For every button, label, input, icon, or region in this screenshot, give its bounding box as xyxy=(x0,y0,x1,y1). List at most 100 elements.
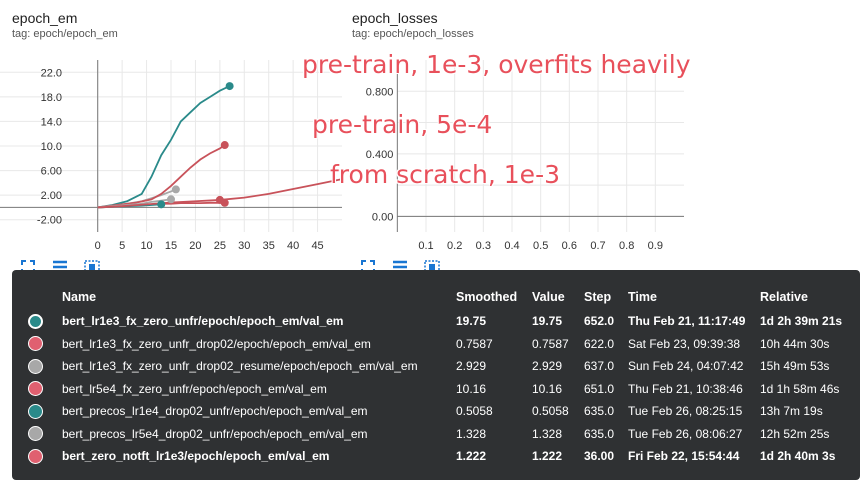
series-color-swatch xyxy=(28,358,43,374)
x-tick-label: 20 xyxy=(189,240,201,252)
cell-smoothed: 10.16 xyxy=(456,381,487,396)
data-point-marker xyxy=(215,195,224,204)
x-tick-label: 15 xyxy=(165,240,177,252)
annotation-pretrain-5e4: pre-train, 5e-4 xyxy=(312,110,493,139)
expand-icon[interactable] xyxy=(360,259,376,275)
table-row: bert_lr1e3_fx_zero_unfr_drop02/epoch/epo… xyxy=(22,333,848,356)
y-tick-label: 2.00 xyxy=(41,190,62,202)
cell-step: 637.0 xyxy=(584,359,615,374)
right-chart-title: epoch_losses xyxy=(352,10,438,26)
cell-smoothed: 1.222 xyxy=(456,449,487,464)
annotation-overfit: pre-train, 1e-3, overfits heavily xyxy=(302,50,691,79)
series-color-swatch xyxy=(28,403,43,419)
cell-time: Thu Feb 21, 10:38:46 xyxy=(628,381,743,396)
header-value: Value xyxy=(532,290,565,304)
series-color-swatch xyxy=(28,426,43,442)
series-color-swatch xyxy=(28,313,43,329)
series-swatch-cell xyxy=(22,400,56,423)
y-tick-label: 6.00 xyxy=(41,166,62,178)
cell-relative: 1d 2h 39m 21s xyxy=(760,314,843,329)
cell-step: 635.0 xyxy=(584,404,615,419)
cell-value: 1.222 xyxy=(532,449,563,464)
cell-name: bert_lr1e3_fx_zero_unfr_drop02_resume/ep… xyxy=(62,359,418,374)
header-swatch xyxy=(22,286,56,310)
x-tick-label: 0.6 xyxy=(562,240,577,252)
tooltip-table: Name Smoothed Value Step Time Relative b… xyxy=(22,286,848,468)
cell-step: 622.0 xyxy=(584,336,615,351)
series-swatch-cell xyxy=(22,355,56,378)
x-tick-label: 0.2 xyxy=(447,240,462,252)
cell-name: bert_lr1e3_fx_zero_unfr/epoch/epoch_em/v… xyxy=(62,314,344,329)
cell-name: bert_zero_notft_lr1e3/epoch/epoch_em/val… xyxy=(62,449,330,464)
charts-canvas: 0 5 10 15 20 25 30 35 40 45 22.0 18.0 14.0 10.0 6.00 2.… xyxy=(0,60,684,252)
table-row: bert_lr1e3_fx_zero_unfr/epoch/epoch_em/v… xyxy=(22,310,848,333)
y-tick-label: -2.00 xyxy=(37,215,62,227)
table-row: bert_precos_lr5e4_drop02_unfr/epoch/epoc… xyxy=(22,423,848,446)
cell-value: 19.75 xyxy=(532,314,563,329)
x-tick-label: 10 xyxy=(140,240,152,252)
series-swatch-cell xyxy=(22,445,56,468)
series-line xyxy=(97,144,226,209)
y-tick-label: 0.800 xyxy=(366,86,394,98)
y-tick-label: 22.0 xyxy=(41,67,62,79)
left-chart-tag: tag: epoch/epoch_em xyxy=(12,28,118,40)
cell-step: 652.0 xyxy=(584,314,615,329)
cell-step: 651.0 xyxy=(584,381,615,396)
data-point-marker xyxy=(157,200,166,209)
cell-step: 36.00 xyxy=(584,449,615,464)
x-tick-label: 0.4 xyxy=(504,240,519,252)
x-tick-label: 5 xyxy=(119,240,125,252)
header-smoothed: Smoothed xyxy=(456,290,518,304)
table-row: bert_lr5e4_fx_zero_unfr/epoch/epoch_em/v… xyxy=(22,378,848,401)
cell-smoothed: 19.75 xyxy=(456,314,487,329)
cell-relative: 1d 1h 58m 46s xyxy=(760,381,840,396)
cell-smoothed: 0.7587 xyxy=(456,336,493,351)
data-point-marker xyxy=(167,195,175,204)
header-name: Name xyxy=(62,290,97,304)
table-row: bert_lr1e3_fx_zero_unfr_drop02_resume/ep… xyxy=(22,355,848,378)
cell-relative: 15h 49m 53s xyxy=(760,359,830,374)
series-swatch-cell xyxy=(22,423,56,446)
right-chart-tag: tag: epoch/epoch_losses xyxy=(352,28,474,40)
x-tick-label: 40 xyxy=(287,240,299,252)
cell-time: Tue Feb 26, 08:25:15 xyxy=(628,404,743,419)
header-relative: Relative xyxy=(760,290,808,304)
table-row: bert_zero_notft_lr1e3/epoch/epoch_em/val… xyxy=(22,445,848,468)
cell-relative: 12h 52m 25s xyxy=(760,426,830,441)
cell-time: Sat Feb 23, 09:39:38 xyxy=(628,336,741,351)
x-tick-label: 0.1 xyxy=(418,240,433,252)
cell-name: bert_lr1e3_fx_zero_unfr_drop02/epoch/epo… xyxy=(62,336,371,351)
annotation-from-scratch: from scratch, 1e-3 xyxy=(330,160,560,189)
x-tick-label: 45 xyxy=(311,240,323,252)
expand-icon[interactable] xyxy=(20,259,36,275)
cell-time: Sun Feb 24, 04:07:42 xyxy=(628,359,744,374)
y-tick-label: 10.0 xyxy=(41,141,62,153)
cell-value: 2.929 xyxy=(532,359,563,374)
header-step: Step xyxy=(584,290,612,304)
series-swatch-cell xyxy=(22,378,56,401)
data-point-marker xyxy=(171,185,180,194)
cell-value: 0.5058 xyxy=(532,404,569,419)
cell-relative: 10h 44m 30s xyxy=(760,336,830,351)
cell-value: 1.328 xyxy=(532,426,563,441)
table-row: bert_precos_lr1e4_drop02_unfr/epoch/epoc… xyxy=(22,400,848,423)
y-tick-label: 14.0 xyxy=(41,116,62,128)
y-tick-label: 0.00 xyxy=(372,211,393,223)
x-tick-label: 35 xyxy=(263,240,275,252)
data-point-marker xyxy=(225,82,234,91)
series-line xyxy=(97,85,231,209)
cell-name: bert_precos_lr1e4_drop02_unfr/epoch/epoc… xyxy=(62,404,368,419)
series-color-swatch xyxy=(28,336,43,352)
x-tick-label: 25 xyxy=(214,240,226,252)
cell-name: bert_precos_lr5e4_drop02_unfr/epoch/epoc… xyxy=(62,426,368,441)
cell-value: 10.16 xyxy=(532,381,563,396)
header-time: Time xyxy=(628,290,657,304)
x-tick-label: 0.7 xyxy=(590,240,605,252)
x-tick-label: 0.3 xyxy=(476,240,491,252)
cell-name: bert_lr5e4_fx_zero_unfr/epoch/epoch_em/v… xyxy=(62,381,327,396)
x-tick-label: 0.5 xyxy=(533,240,548,252)
cell-value: 0.7587 xyxy=(532,336,569,351)
cell-time: Thu Feb 21, 11:17:49 xyxy=(628,314,746,329)
cell-time: Fri Feb 22, 15:54:44 xyxy=(628,449,740,464)
x-tick-label: 30 xyxy=(238,240,250,252)
